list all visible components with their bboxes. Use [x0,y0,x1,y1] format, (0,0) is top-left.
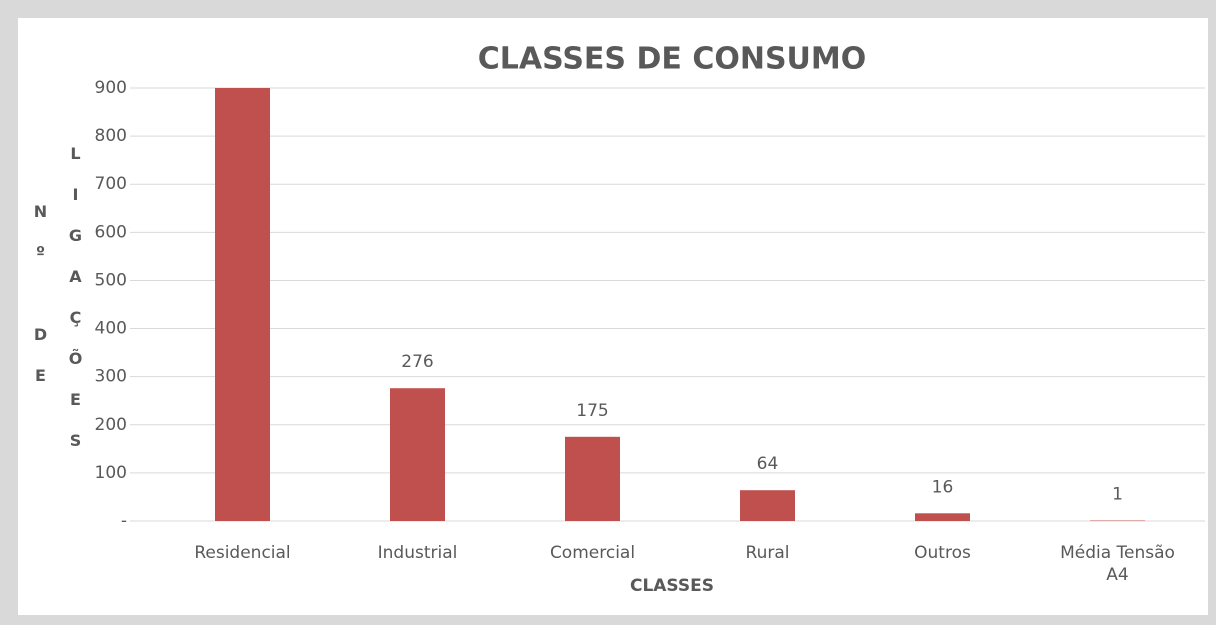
bar [215,88,270,521]
y-tick-label: 800 [95,126,127,146]
y-tick-label: 600 [95,222,127,242]
data-label: 64 [757,454,779,474]
y-tick-label: 400 [95,319,127,339]
y-tick-label: 200 [95,415,127,435]
y-tick-label: 300 [95,367,127,387]
x-tick-label: Média Tensão A4 [1060,543,1175,585]
x-tick-label: Industrial [377,543,458,563]
y-tick-label: 700 [95,174,127,194]
bar [390,388,445,521]
bar [740,490,795,521]
chart-title: CLASSES DE CONSUMO [478,42,867,77]
bar [565,436,620,521]
data-label: 16 [932,477,954,497]
bar [915,513,970,521]
data-label: 1 [1112,485,1123,505]
y-tick-label: - [121,511,127,531]
x-axis-label: CLASSES [630,576,714,596]
y-tick-label: 500 [95,270,127,290]
x-tick-label: Comercial [549,543,636,563]
y-tick-label: 900 [95,78,127,98]
x-tick-label: Rural [745,543,790,563]
y-axis-label: Nº DE LIGAÇÕES [31,144,85,472]
x-tick-label: Residencial [194,543,291,563]
data-label: 175 [576,401,608,421]
x-tick-label: Outros [914,543,971,563]
y-tick-label: 100 [95,463,127,483]
data-label: 276 [401,352,433,372]
